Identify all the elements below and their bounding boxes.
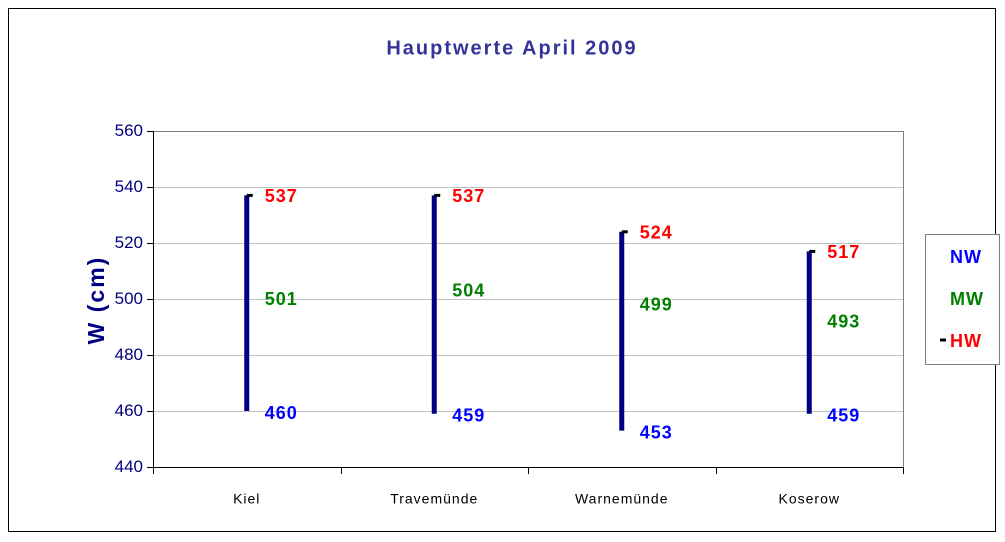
value-label: 460: [265, 403, 298, 423]
chart-border: [8, 8, 996, 532]
x-tick-label: Warnemünde: [575, 491, 669, 507]
value-label: 537: [265, 186, 298, 206]
y-axis-label: W (cm): [83, 256, 109, 345]
legend-box: [925, 234, 1000, 365]
value-label: 493: [827, 311, 860, 331]
x-tick-label: Travemünde: [390, 491, 478, 507]
x-tick-label: Koserow: [779, 491, 840, 507]
chart-title: Hauptwerte April 2009: [386, 37, 637, 59]
value-label: 517: [827, 242, 860, 262]
y-tick-label: 460: [115, 401, 143, 420]
x-tick-label: Kiel: [233, 491, 260, 507]
value-label: 499: [640, 295, 673, 315]
y-tick-label: 560: [115, 121, 143, 140]
y-tick-label: 440: [115, 457, 143, 476]
y-tick-label: 540: [115, 177, 143, 196]
legend-label: HW: [950, 331, 982, 351]
legend-label: MW: [950, 289, 984, 309]
y-tick-label: 520: [115, 233, 143, 252]
value-label: 524: [640, 223, 673, 243]
value-label: 504: [452, 281, 485, 301]
y-tick-label: 480: [115, 345, 143, 364]
value-label: 453: [640, 422, 673, 442]
value-label: 537: [452, 186, 485, 206]
value-label: 501: [265, 289, 298, 309]
legend-label: NW: [950, 247, 982, 267]
value-label: 459: [827, 406, 860, 426]
value-label: 459: [452, 406, 485, 426]
y-tick-label: 500: [115, 289, 143, 308]
